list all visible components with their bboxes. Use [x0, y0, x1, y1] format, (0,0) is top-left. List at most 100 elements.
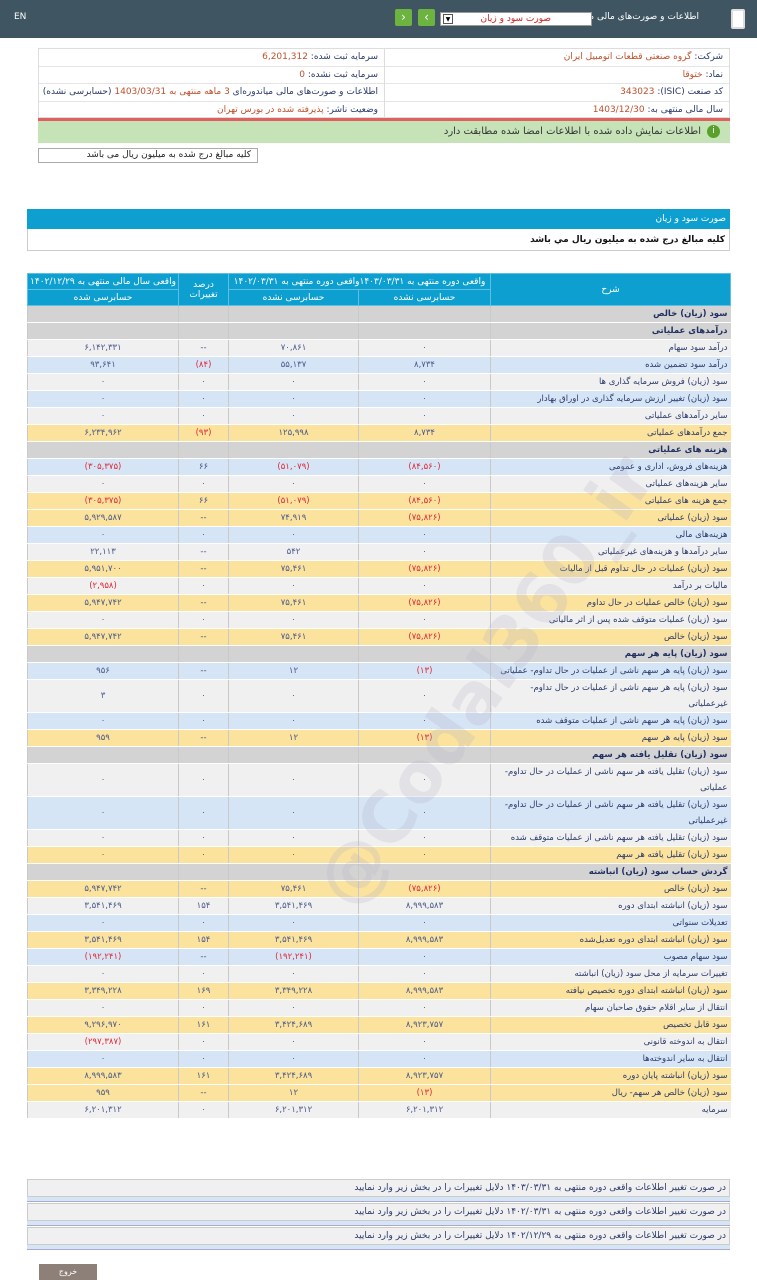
prior-year-cell: ۵,۹۴۷,۷۴۲	[27, 594, 179, 612]
row-label: سود (زیان) خالص هر سهم- ریال	[490, 1084, 731, 1102]
prior-year-cell: ۰	[27, 1050, 179, 1068]
prior-year-cell: (۱۹۲,۲۴۱)	[27, 948, 179, 966]
prior-year-cell: (۳۰۵,۳۷۵)	[27, 458, 179, 476]
table-row: تغییرات سرمایه از محل سود (زیان) انباشته…	[27, 965, 731, 983]
current-period-cell: ۰	[358, 965, 491, 983]
header-c1: واقعی دوره منتهی به ۱۴۰۳/۰۳/۳۱	[359, 276, 486, 287]
prior-period-cell: ۰	[228, 1033, 359, 1051]
prior-period-cell: ۰	[228, 475, 359, 493]
table-row: سود (زیان) خالص (۷۵,۸۲۶) ۷۵,۴۶۱ -- ۵,۹۴۷,۷۴۲	[27, 880, 731, 898]
row-label: سود (زیان) تقلیل یافته هر سهم ناشی از عم…	[490, 763, 731, 797]
section-subtitle: کلیه مبالغ درج شده به میلیون ریال مي باش…	[27, 229, 730, 251]
row-label: سود (زیان) خالص عملیات در حال تداوم	[490, 594, 731, 612]
header-pct: درصد تغییرات	[178, 273, 229, 306]
prior-year-cell: ۰	[27, 914, 179, 932]
table-row: هزینه‌های فروش، اداری و عمومی (۸۴,۵۶۰) (۵۱…	[27, 458, 731, 476]
table-row: جمع هزینه های عملیاتی (۸۴,۵۶۰) (۵۱,۰۷۹) ۶۶(…	[27, 492, 731, 510]
prior-period-cell: (۵۱,۰۷۹)	[228, 492, 359, 510]
table-row: سود (زیان) انباشته پایان دوره ۸,۹۲۳,۷۵۷ ۳,…	[27, 1067, 731, 1085]
prior-period-cell: ۰	[228, 829, 359, 847]
prior-year-cell: (۲,۹۵۸)	[27, 577, 179, 595]
prior-period-cell: ۵۵,۱۳۷	[228, 356, 359, 374]
prior-period-cell: ۰	[228, 846, 359, 864]
percent-change-cell: ۰	[178, 796, 229, 830]
prior-year-cell: ۹۵۹	[27, 1084, 179, 1102]
section-row: سود (زیان) خالص	[27, 305, 731, 323]
prior-period-cell: ۳,۳۴۹,۲۲۸	[228, 982, 359, 1000]
percent-change-cell: ۰	[178, 390, 229, 408]
footnote-input[interactable]	[27, 1221, 730, 1226]
report-select[interactable]: صورت سود و زیان ▼	[440, 12, 592, 26]
table-row: سایر هزینه‌های عملیاتی ۰ ۰ ۰ ۰	[27, 475, 731, 493]
table-row: سود (زیان) عملیاتی (۷۵,۸۲۶) ۷۴,۹۱۹ -- ۵,۹۲۹,…	[27, 509, 731, 527]
row-label: جمع هزینه های عملیاتی	[490, 492, 731, 510]
prior-period-cell: ۰	[228, 526, 359, 544]
percent-change-cell: ۰	[178, 475, 229, 493]
percent-change-cell: --	[178, 729, 229, 747]
prior-period-cell: ۱۲	[228, 1084, 359, 1102]
row-label: سود (زیان) تقلیل یافته هر سهم ناشی از عم…	[490, 829, 731, 847]
prior-year-cell	[27, 863, 179, 881]
exit-button[interactable]: خروج	[39, 1264, 97, 1280]
percent-change-cell: --	[178, 594, 229, 612]
company-info: شرکت: گروه صنعتی قطعات اتومبیل ایران نما…	[38, 48, 730, 118]
table-row: سایر درآمدهای عملیاتی ۰ ۰ ۰ ۰	[27, 407, 731, 425]
prior-year-cell: ۳,۵۴۱,۴۶۹	[27, 931, 179, 949]
current-period-cell: (۱۳)	[358, 729, 491, 747]
current-period-cell	[358, 863, 491, 881]
top-bar: اطلاعات و صورت‌های مالی میاندوره‌ای صورت…	[0, 0, 757, 38]
prev-button[interactable]: ‹	[395, 9, 412, 26]
prior-year-cell: ۰	[27, 526, 179, 544]
language-toggle[interactable]: EN	[14, 12, 27, 22]
chevron-right-icon: ›	[424, 10, 429, 24]
row-label: هزینه‌های مالی	[490, 526, 731, 544]
table-row: سود (زیان) پایه هر سهم ناشی از عملیات مت…	[27, 712, 731, 730]
table-row: سود (زیان) عملیات در حال تداوم قبل از ما…	[27, 560, 731, 578]
dropdown-arrow-icon[interactable]: ▼	[443, 14, 453, 24]
row-label: سود (زیان) تقلیل یافته هر سهم ناشی از عم…	[490, 796, 731, 830]
prior-period-cell: ۰	[228, 373, 359, 391]
prior-period-cell: ۰	[228, 712, 359, 730]
prior-year-cell: ۰	[27, 712, 179, 730]
prior-period-cell: ۳,۴۲۴,۶۸۹	[228, 1016, 359, 1034]
row-label: درآمد سود سهام	[490, 339, 731, 357]
table-row: سود (زیان) انباشته ابتدای دوره تخصیص نیا…	[27, 982, 731, 1000]
row-label: درآمد سود تضمین شده	[490, 356, 731, 374]
row-label: تغییرات سرمایه از محل سود (زیان) انباشته	[490, 965, 731, 983]
percent-change-cell: ۰	[178, 611, 229, 629]
prior-year-cell: ۰	[27, 475, 179, 493]
current-period-cell: (۷۵,۸۲۶)	[358, 628, 491, 646]
table-row: تعدیلات سنواتی ۰ ۰ ۰ ۰	[27, 914, 731, 932]
current-period-cell	[358, 305, 491, 323]
current-period-cell: (۷۵,۸۲۶)	[358, 509, 491, 527]
percent-change-cell: ۰	[178, 1101, 229, 1119]
current-period-cell: ۰	[358, 611, 491, 629]
header-c1-audit: حسابرسی نشده	[358, 289, 491, 306]
footnote-input[interactable]	[27, 1245, 730, 1250]
current-period-cell: ۰	[358, 796, 491, 830]
table-row: انتقال به سایر اندوخته‌ها ۰ ۰ ۰ ۰	[27, 1050, 731, 1068]
table-row: سود (زیان) تقلیل یافته هر سهم ناشی از عم…	[27, 763, 731, 797]
footnote: در صورت تغییر اطلاعات واقعی دوره منتهی ب…	[27, 1203, 730, 1221]
current-period-cell: ۰	[358, 390, 491, 408]
prior-year-cell: ۹,۲۹۶,۹۷۰	[27, 1016, 179, 1034]
table-row: سود (زیان) خالص (۷۵,۸۲۶) ۷۵,۴۶۱ -- ۵,۹۴۷,۷۴۲	[27, 628, 731, 646]
prior-period-cell: ۱۲۵,۹۹۸	[228, 424, 359, 442]
current-period-cell: (۸۴,۵۶۰)	[358, 458, 491, 476]
current-period-cell: ۰	[358, 846, 491, 864]
percent-change-cell	[178, 305, 229, 323]
prior-year-cell: ۵,۹۵۱,۷۰۰	[27, 560, 179, 578]
table-row: سود (زیان) انباشته ابتدای دوره ۸,۹۹۹,۵۸۳ ۳…	[27, 897, 731, 915]
prior-period-cell: (۱۹۲,۲۴۱)	[228, 948, 359, 966]
next-button[interactable]: ›	[418, 9, 435, 26]
percent-change-cell: ۰	[178, 407, 229, 425]
table-row: جمع درآمدهای عملیاتی ۸,۷۳۴ ۱۲۵,۹۹۸ (۹۳) ۶,۲۳…	[27, 424, 731, 442]
current-period-cell: ۸,۹۹۹,۵۸۳	[358, 931, 491, 949]
unregistered-capital: 0	[299, 69, 305, 80]
table-row: انتقال به اندوخته قانونی ۰ ۰ ۰ (۲۹۷,۳۸۷)	[27, 1033, 731, 1051]
current-period-cell	[358, 645, 491, 663]
footnote-input[interactable]	[27, 1197, 730, 1202]
prior-year-cell: ۳,۵۴۱,۴۶۹	[27, 897, 179, 915]
current-period-cell	[358, 746, 491, 764]
percent-change-cell: ۰	[178, 999, 229, 1017]
